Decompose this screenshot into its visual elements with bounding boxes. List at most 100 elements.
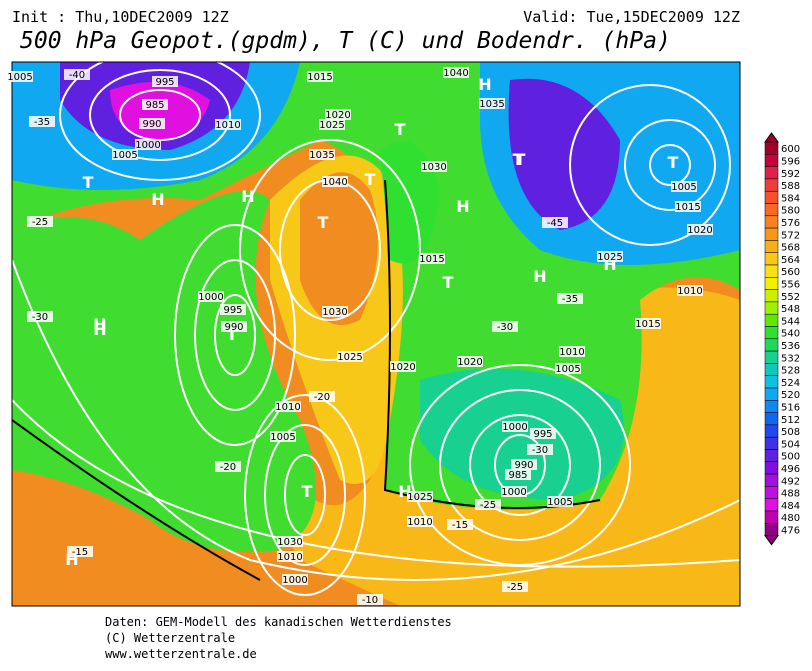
- label-box: [282, 574, 308, 585]
- colorbar-swatch: [764, 461, 779, 475]
- contour-label: 1020: [687, 225, 712, 236]
- label-box: [475, 499, 501, 510]
- colorbar-label: 524: [781, 378, 800, 389]
- contour-label: 1010: [677, 286, 702, 297]
- pressure-center: T: [302, 482, 313, 501]
- contour-label: -40: [69, 70, 85, 81]
- pressure-center: H: [93, 320, 106, 339]
- label-box: [152, 76, 178, 87]
- label-box: [530, 428, 556, 439]
- contour-label: 990: [142, 119, 161, 130]
- footer: www.wetterzentrale.de: [105, 647, 257, 661]
- colorbar-label: 540: [781, 329, 800, 340]
- label-box: [7, 71, 33, 82]
- contour-label: 1030: [322, 307, 347, 318]
- pressure-center: T: [83, 173, 94, 192]
- contour-label: 1005: [112, 150, 137, 161]
- colorbar-swatch: [764, 486, 779, 499]
- map-frame: [11, 61, 741, 607]
- label-box: [357, 594, 383, 605]
- colorbar-swatch: [764, 215, 779, 229]
- colorbar-swatch: [764, 227, 779, 241]
- label-box: [270, 431, 296, 442]
- contour-label: 1000: [135, 140, 160, 151]
- label-box: [675, 201, 701, 212]
- footer: (C) Wetterzentrale: [105, 631, 235, 645]
- colorbar-swatch: [764, 400, 779, 413]
- init-time: Init : Thu,10DEC2009 12Z: [12, 8, 229, 26]
- colorbar-swatch: [764, 240, 779, 253]
- contour-label: 1020: [325, 110, 350, 121]
- colorbar-label: 588: [781, 181, 800, 192]
- label-box: [319, 119, 345, 130]
- contour-label: -25: [480, 500, 496, 511]
- colorbar-swatch: [764, 387, 779, 401]
- label-box: [139, 118, 165, 129]
- contour-label: 1030: [277, 537, 302, 548]
- label-box: [215, 461, 241, 472]
- pressure-center: T: [515, 150, 526, 169]
- contour-label: 995: [155, 77, 174, 88]
- label-box: [215, 119, 241, 130]
- label-box: [407, 491, 433, 502]
- colorbar-swatch: [764, 350, 779, 364]
- pressure-center: T: [227, 325, 238, 344]
- colorbar-swatch: [764, 363, 779, 376]
- pressure-center: H: [478, 75, 491, 94]
- pressure-center: T: [668, 153, 679, 172]
- label-box: [555, 363, 581, 374]
- label-box: [677, 285, 703, 296]
- contour-label: -35: [562, 294, 578, 305]
- colorbar-label: 504: [781, 439, 800, 450]
- label-box: [502, 581, 528, 592]
- label-box: [421, 161, 447, 172]
- colorbar-label: 596: [781, 156, 800, 167]
- colorbar-swatch: [764, 498, 779, 512]
- contour-label: -20: [314, 392, 330, 403]
- colorbar-label: 576: [781, 218, 800, 229]
- contour-label: 1005: [555, 364, 580, 375]
- contour-label: 1010: [215, 120, 240, 131]
- contour-label: 1035: [479, 99, 504, 110]
- contour-label: 1020: [390, 362, 415, 373]
- pressure-center: T: [318, 213, 329, 232]
- contour-label: 1010: [277, 552, 302, 563]
- label-box: [492, 321, 518, 332]
- colorbar-swatch: [764, 178, 779, 192]
- colorbar-label: 500: [781, 452, 800, 463]
- colorbar-label: 520: [781, 390, 800, 401]
- contour-label: 990: [514, 460, 533, 471]
- label-box: [671, 181, 697, 192]
- colorbar-swatch: [764, 449, 779, 463]
- contour-label: -15: [72, 547, 88, 558]
- pressure-center: T: [365, 170, 376, 189]
- colorbar-label: 564: [781, 255, 800, 266]
- label-box: [277, 536, 303, 547]
- colorbar-swatch: [764, 326, 779, 340]
- colorbar-swatch: [764, 436, 779, 450]
- label-box: [135, 139, 161, 150]
- colorbar-label: 480: [781, 513, 800, 524]
- label-box: [407, 516, 433, 527]
- contour-label: 1010: [275, 402, 300, 413]
- label-box: [309, 391, 335, 402]
- contour-label: 1000: [198, 292, 223, 303]
- label-box: [309, 149, 335, 160]
- label-box: [419, 253, 445, 264]
- contour-label: 1040: [322, 177, 347, 188]
- map-title: 500 hPa Geopot.(gpdm), T (C) und Bodendr…: [20, 28, 671, 54]
- colorbar-label: 568: [781, 243, 800, 254]
- colorbar-label: 600: [781, 144, 800, 155]
- label-box: [307, 71, 333, 82]
- colorbar-swatch: [764, 277, 779, 290]
- contour-label: -15: [452, 520, 468, 531]
- label-box: [112, 149, 138, 160]
- contour-label: 995: [533, 429, 552, 440]
- label-box: [687, 224, 713, 235]
- colorbar-swatch: [764, 523, 779, 536]
- label-box: [322, 176, 348, 187]
- contour-label: 985: [145, 100, 164, 111]
- colorbar-cap: [764, 132, 779, 143]
- colorbar-label: 536: [781, 341, 800, 352]
- label-box: [547, 496, 573, 507]
